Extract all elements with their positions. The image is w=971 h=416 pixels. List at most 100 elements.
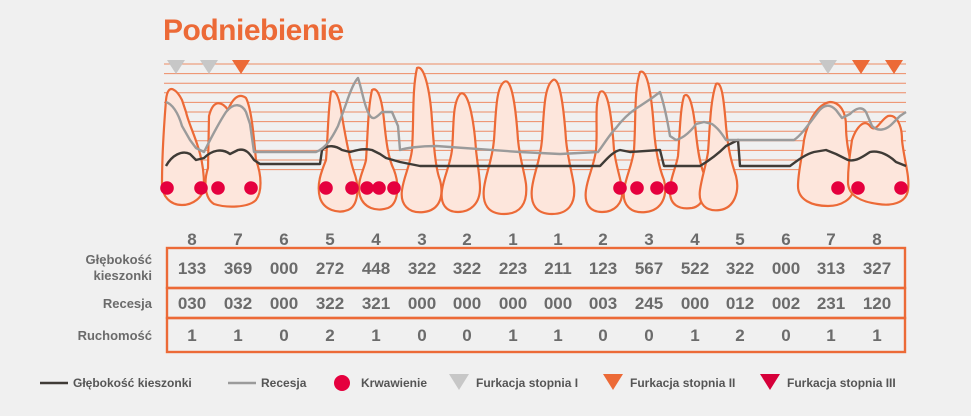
bleeding-dot [360,181,374,195]
tooth-molar-8-right [846,114,910,206]
cell-value: 327 [863,259,891,278]
bleeding-dot [345,181,359,195]
chart-title: Podniebienie [163,14,344,47]
cell-value: 313 [817,259,845,278]
bleeding-dot [630,181,644,195]
bleeding-dot [244,181,258,195]
furcation-grade-2-marker [852,60,870,74]
cell-value: 223 [499,259,527,278]
cell-value: 322 [408,259,436,278]
legend-triangle-swatch [760,374,780,390]
pocket-depth-line [164,138,907,168]
cell-value: 012 [726,294,754,313]
cell-value: 000 [408,294,436,313]
legend-label: Furkacja stopnia II [630,376,735,390]
tooth-number: 1 [553,230,562,249]
legend-triangle-swatch [603,374,623,390]
furcation-grade-2-marker [232,60,250,74]
tooth-number: 5 [325,230,334,249]
tooth-number: 3 [644,230,653,249]
bleeding-dot [211,181,225,195]
cell-value: 1 [508,326,517,345]
cell-value: 2 [735,326,744,345]
tooth-premolar-5-right [698,82,739,212]
cell-value: 211 [544,259,571,278]
legend-label: Furkacja stopnia III [787,376,896,390]
cell-value: 567 [635,259,663,278]
bleeding-dot [194,181,208,195]
cell-value: 000 [681,294,709,313]
recession-line [165,76,907,156]
tooth-incisor-2-left [440,92,482,214]
legend: Głębokość kieszonki Recesja Krwawienie Furk… [40,374,896,391]
cell-value: 032 [224,294,252,313]
cell-value: 123 [589,259,617,278]
cell-value: 000 [544,294,572,313]
bleeding-dot [664,181,678,195]
cell-value: 231 [817,294,845,313]
legend-label: Recesja [261,376,307,390]
cell-value: 002 [772,294,800,313]
tooth-number: 2 [462,230,471,249]
legend-dot-swatch [334,375,350,391]
tooth-canine-3-left [400,66,443,214]
tooth-molar-8-left [160,88,206,207]
cell-value: 272 [316,259,344,278]
cell-value: 322 [453,259,481,278]
legend-label: Krwawienie [361,376,427,390]
tooth-number: 3 [417,230,426,249]
bleeding-dot [372,181,386,195]
cell-value: 322 [726,259,754,278]
table-row-frame [165,316,907,354]
cell-value: 1 [553,326,562,345]
row-label: kieszonki [93,268,152,283]
cell-value: 0 [462,326,471,345]
cell-value: 120 [863,294,891,313]
furcation-grade-1-marker [167,60,185,74]
row-label: Ruchomość [78,328,152,343]
tooth-number: 8 [872,230,881,249]
tooth-incisor-1-right [530,78,576,216]
row-label: Recesja [103,296,153,311]
bleeding-dot [319,181,333,195]
cell-value: 1 [233,326,242,345]
cell-value: 000 [453,294,481,313]
cell-value: 1 [371,326,380,345]
cell-value: 0 [279,326,288,345]
cell-value: 322 [316,294,344,313]
cell-value: 000 [499,294,527,313]
cell-value: 1 [826,326,835,345]
bleeding-dot [851,181,865,195]
tooth-number: 8 [187,230,196,249]
cell-value: 522 [681,259,709,278]
cell-value: 000 [270,294,298,313]
bleeding-dot [831,181,845,195]
cell-value: 1 [872,326,881,345]
tooth-canine-3-right [622,70,667,214]
row-label: Głębokość [86,252,152,267]
tooth-number: 6 [279,230,288,249]
bleeding-dot [387,181,401,195]
tooth-incisor-2-right [584,90,624,214]
tooth-number: 1 [508,230,517,249]
legend-label: Furkacja stopnia I [476,376,578,390]
tooth-number: 7 [233,230,242,249]
tooth-number: 4 [690,230,700,249]
tooth-number: 6 [781,230,790,249]
gridlines [164,63,906,171]
tooth-number: 7 [826,230,835,249]
cell-value: 0 [644,326,653,345]
tooth-incisor-1-left [482,80,528,216]
bleeding-dot [650,181,664,195]
legend-triangle-swatch [449,374,469,390]
bleeding-dot [894,181,908,195]
cell-value: 003 [589,294,617,313]
cell-value: 030 [178,294,206,313]
bleeding-dot [613,181,627,195]
furcation-grade-1-marker [200,60,218,74]
cell-value: 000 [772,259,800,278]
legend-label: Głębokość kieszonki [73,376,192,390]
furcation-grade-1-marker [819,60,837,74]
cell-value: 2 [325,326,334,345]
tooth-number: 2 [598,230,607,249]
